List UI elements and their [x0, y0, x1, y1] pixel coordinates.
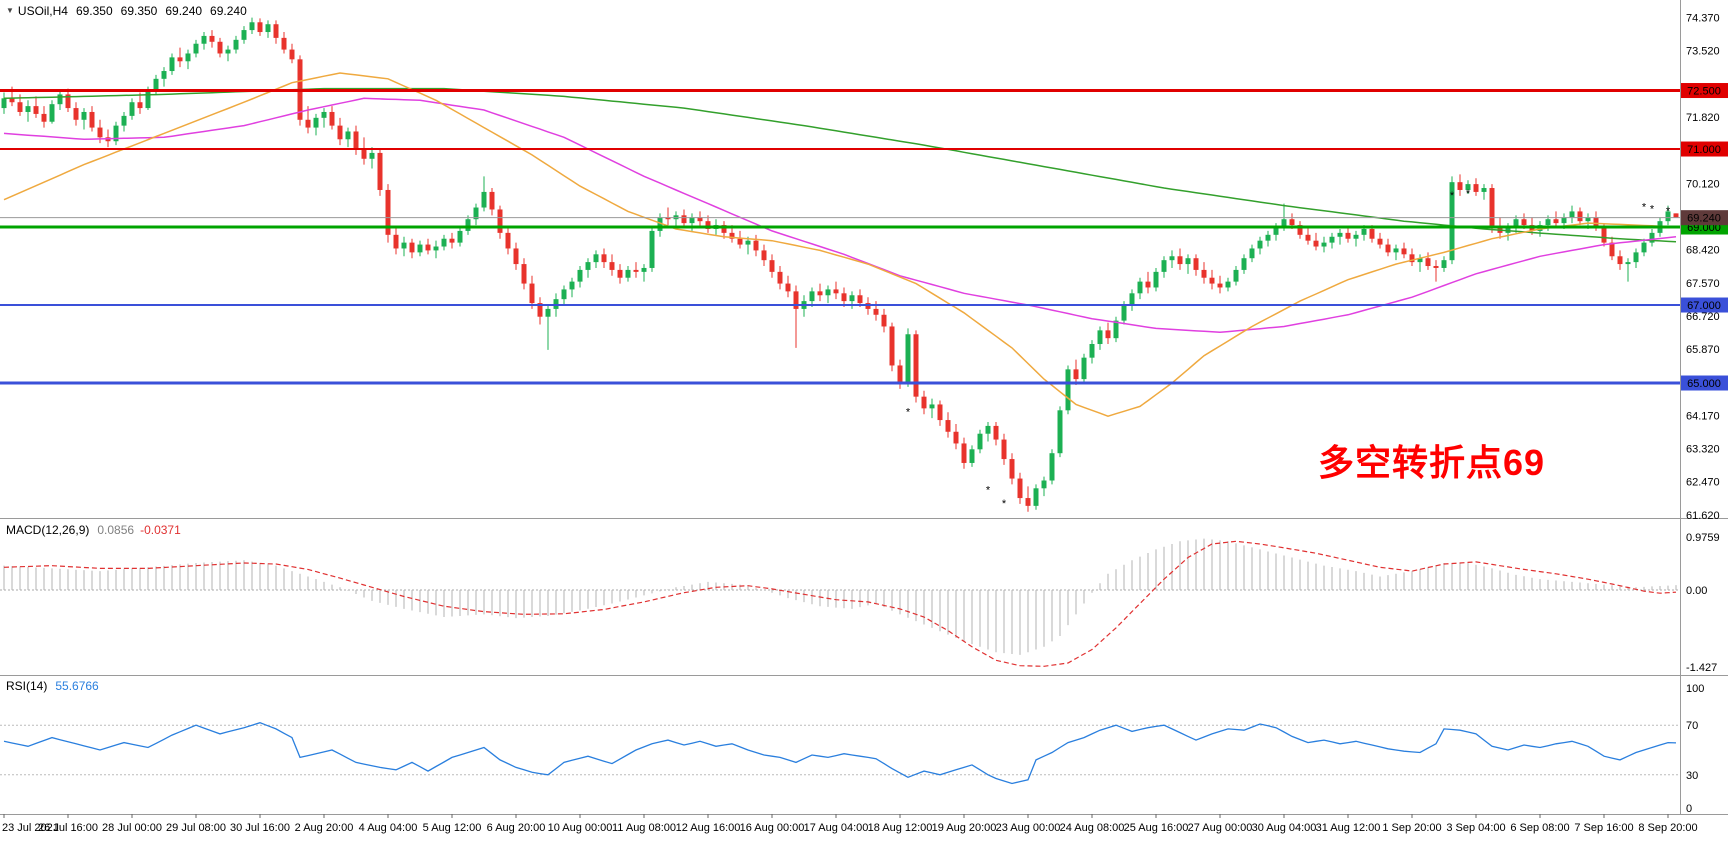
bar-open-value: 69.350 — [75, 4, 113, 18]
svg-text:4 Aug 04:00: 4 Aug 04:00 — [359, 822, 418, 834]
svg-text:29 Jul 08:00: 29 Jul 08:00 — [166, 822, 226, 834]
bar-close-value: 69.240 — [210, 4, 247, 18]
svg-text:64.170: 64.170 — [1686, 410, 1720, 422]
ma-fast-line — [3, 72, 1677, 417]
bar-high-value: 69.350 — [120, 4, 158, 18]
svg-text:67.000: 67.000 — [1687, 300, 1721, 312]
svg-text:2 Aug 20:00: 2 Aug 20:00 — [295, 822, 354, 834]
svg-text:100: 100 — [1686, 683, 1704, 695]
trade-marker-icon: * — [906, 406, 911, 418]
svg-text:70: 70 — [1686, 720, 1698, 732]
symbol-period-label: USOil,H4 — [17, 4, 68, 18]
price-scale[interactable]: 74.370 73.520 71.820 70.120 68.420 67.570 66.7… — [1686, 13, 1720, 522]
svg-text:74.370: 74.370 — [1686, 13, 1720, 25]
svg-text:6 Sep 08:00: 6 Sep 08:00 — [1510, 822, 1569, 834]
svg-text:26 Jul 16:00: 26 Jul 16:00 — [38, 822, 98, 834]
trade-marker-icon: * — [1450, 190, 1455, 202]
macd-histogram — [3, 538, 1677, 655]
svg-text:0.00: 0.00 — [1686, 585, 1707, 597]
rsi-line — [3, 722, 1677, 785]
rsi-indicator-label: RSI(14) 55.6766 — [6, 679, 99, 693]
svg-text:72.500: 72.500 — [1687, 86, 1721, 98]
chart-shift-icon: ▼ — [6, 6, 14, 15]
price-tag-71.000[interactable]: 71.000 — [1681, 141, 1728, 157]
svg-text:62.470: 62.470 — [1686, 477, 1720, 489]
svg-text:24 Aug 08:00: 24 Aug 08:00 — [1060, 822, 1125, 834]
svg-text:8 Sep 20:00: 8 Sep 20:00 — [1638, 822, 1697, 834]
svg-text:68.420: 68.420 — [1686, 245, 1720, 257]
trade-marker-icon: * — [1002, 498, 1007, 510]
svg-text:27 Aug 00:00: 27 Aug 00:00 — [1188, 822, 1253, 834]
price-tag-72.500[interactable]: 72.500 — [1681, 83, 1728, 99]
svg-text:30 Jul 16:00: 30 Jul 16:00 — [230, 822, 290, 834]
price-tag-65.000[interactable]: 65.000 — [1681, 375, 1728, 391]
price-scale-background — [1680, 0, 1728, 814]
svg-text:0: 0 — [1686, 803, 1692, 815]
macd-main-value: 0.0856 — [97, 523, 135, 537]
svg-text:5 Aug 12:00: 5 Aug 12:00 — [423, 822, 482, 834]
macd-indicator-label: MACD(12,26,9) 0.0856 -0.0371 — [6, 523, 181, 537]
svg-text:70.120: 70.120 — [1686, 178, 1720, 190]
svg-text:12 Aug 16:00: 12 Aug 16:00 — [676, 822, 741, 834]
price-tag-67.000[interactable]: 67.000 — [1681, 297, 1728, 313]
svg-text:30 Aug 04:00: 30 Aug 04:00 — [1252, 822, 1317, 834]
trade-marker-icon: * — [1666, 205, 1671, 217]
rsi-name: RSI(14) — [6, 679, 48, 693]
svg-text:17 Aug 04:00: 17 Aug 04:00 — [804, 822, 869, 834]
svg-text:18 Aug 12:00: 18 Aug 12:00 — [868, 822, 933, 834]
svg-text:71.000: 71.000 — [1687, 144, 1721, 156]
symbol-ohlc-info: ▼ USOil,H4 69.350 69.350 69.240 69.240 — [6, 4, 247, 18]
svg-text:61.620: 61.620 — [1686, 510, 1720, 522]
svg-text:25 Aug 16:00: 25 Aug 16:00 — [1124, 822, 1189, 834]
bid-price-tag[interactable]: 69.240 — [1681, 210, 1728, 226]
svg-text:10 Aug 00:00: 10 Aug 00:00 — [548, 822, 613, 834]
trade-marker-icon: * — [1650, 204, 1655, 216]
svg-text:31 Aug 12:00: 31 Aug 12:00 — [1316, 822, 1381, 834]
bar-low-value: 69.240 — [165, 4, 203, 18]
svg-text:63.320: 63.320 — [1686, 444, 1720, 456]
svg-text:73.520: 73.520 — [1686, 46, 1720, 58]
trade-marker-icon: * — [986, 484, 991, 496]
svg-text:69.240: 69.240 — [1687, 213, 1721, 225]
svg-text:71.820: 71.820 — [1686, 112, 1720, 124]
svg-text:11 Aug 08:00: 11 Aug 08:00 — [612, 822, 676, 834]
rsi-scale[interactable]: 100 70 30 0 — [1686, 683, 1704, 815]
svg-text:16 Aug 00:00: 16 Aug 00:00 — [740, 822, 805, 834]
trade-marker-icon: * — [1466, 188, 1471, 200]
svg-text:65.000: 65.000 — [1687, 378, 1721, 390]
svg-text:-1.427: -1.427 — [1686, 662, 1717, 674]
svg-text:1 Sep 20:00: 1 Sep 20:00 — [1382, 822, 1441, 834]
chart-text-annotation: 多空转折点69 — [1318, 442, 1546, 483]
svg-text:23 Jul 2021: 23 Jul 2021 — [2, 822, 59, 834]
macd-signal-line — [3, 540, 1677, 667]
svg-text:66.720: 66.720 — [1686, 311, 1720, 323]
svg-text:65.870: 65.870 — [1686, 344, 1720, 356]
trade-marker-icon: * — [1642, 202, 1647, 214]
svg-text:7 Sep 16:00: 7 Sep 16:00 — [1574, 822, 1633, 834]
ma-medium-line — [3, 97, 1677, 334]
svg-text:3 Sep 04:00: 3 Sep 04:00 — [1446, 822, 1505, 834]
svg-text:23 Aug 00:00: 23 Aug 00:00 — [996, 822, 1061, 834]
macd-signal-value: -0.0371 — [140, 523, 181, 537]
rsi-value: 55.6766 — [55, 679, 99, 693]
svg-text:6 Aug 20:00: 6 Aug 20:00 — [487, 822, 546, 834]
svg-text:19 Aug 20:00: 19 Aug 20:00 — [932, 822, 997, 834]
macd-scale[interactable]: 0.9759 0.00 -1.427 — [1686, 532, 1720, 674]
svg-text:30: 30 — [1686, 770, 1698, 782]
svg-text:67.570: 67.570 — [1686, 278, 1720, 290]
svg-text:0.9759: 0.9759 — [1686, 532, 1720, 544]
svg-text:28 Jul 00:00: 28 Jul 00:00 — [102, 822, 162, 834]
macd-name: MACD(12,26,9) — [6, 523, 90, 537]
